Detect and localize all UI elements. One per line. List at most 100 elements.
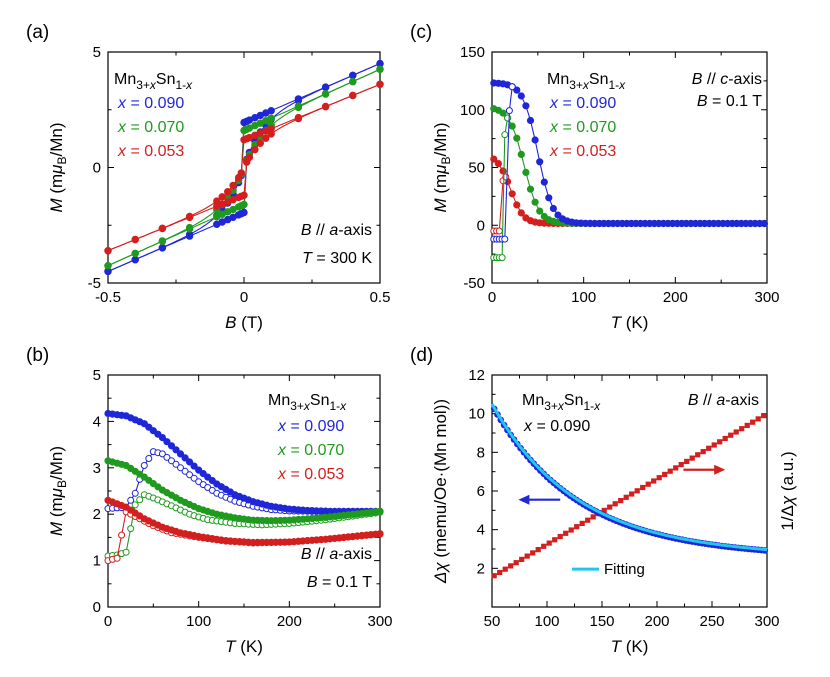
legend-entry: x = 0.090 [549, 95, 616, 112]
arrow-right-icon [714, 464, 726, 475]
fc-point-blue [167, 442, 176, 450]
fc-point-blue [522, 102, 530, 110]
annotation: B // a-axis [301, 222, 372, 239]
inverse-chi-point [623, 494, 629, 500]
zfc-point-blue [168, 457, 175, 465]
fc-point-blue [181, 454, 189, 462]
fc-point-green [513, 134, 521, 142]
inverse-chi-point [497, 569, 503, 576]
zfc-point-blue [172, 460, 180, 468]
data-point-red [321, 103, 330, 111]
inverse-chi-point [508, 563, 514, 569]
zfc-point-green [136, 496, 144, 504]
data-point-red [262, 134, 270, 142]
inverse-chi-point [673, 465, 679, 471]
data-point-red [218, 193, 226, 201]
zfc-point-blue [145, 455, 153, 462]
y-axis-label: M (mμB/Mn) [431, 122, 453, 212]
data-point-blue [349, 71, 357, 80]
inverse-chi-point [524, 553, 530, 559]
x-tick-label: 200 [663, 289, 688, 306]
data-point-red [237, 169, 246, 177]
zfc-point-blue [181, 467, 189, 475]
y-tick-label: 150 [460, 44, 485, 61]
zfc-point-blue [163, 453, 171, 461]
zfc-point-red [118, 531, 126, 539]
inverse-chi-point [563, 530, 569, 536]
inverse-chi-point [607, 504, 613, 510]
x-axis-label: T (K) [225, 637, 263, 656]
x-tick-label: 150 [589, 613, 614, 630]
y-tick-label: 10 [468, 406, 485, 423]
zfc-point-blue [127, 496, 135, 504]
y-tick-label: 100 [460, 102, 485, 119]
inverse-chi-point [717, 439, 723, 445]
inverse-chi-point [612, 501, 618, 507]
fc-point-green [522, 168, 530, 176]
fc-point-blue [186, 458, 194, 466]
inverse-chi-point [695, 452, 701, 458]
data-point-green [158, 237, 167, 245]
inverse-chi-point [733, 429, 739, 435]
annotation: T = 300 K [302, 250, 372, 267]
zfc-point-red [113, 554, 121, 562]
inverse-chi-point [601, 507, 607, 513]
legend-title: Mn3+xSn1-x [522, 392, 601, 413]
fc-point-blue [172, 446, 180, 454]
x-tick-label: 300 [754, 613, 779, 630]
panel-label: (a) [26, 22, 49, 43]
x-axis-label: T (K) [611, 313, 649, 332]
x-tick-label: 200 [277, 613, 302, 630]
legend-entry: x = 0.070 [277, 442, 344, 459]
panel-label: (b) [26, 345, 49, 366]
fc-point-red [513, 201, 521, 209]
inverse-chi-point [552, 537, 558, 543]
legend-entry: x = 0.053 [549, 143, 616, 160]
arrow-left-icon [518, 494, 530, 505]
y-axis-label: Δχ (memu/Oe·(Mn mol)) [431, 399, 450, 584]
zfc-point-blue [177, 464, 184, 472]
inverse-chi-point [568, 527, 574, 533]
fc-point-red [499, 167, 507, 175]
y-tick-label: 50 [468, 160, 485, 177]
fc-point-green [526, 185, 535, 193]
inverse-chi-point [634, 488, 640, 494]
inverse-chi-point [574, 524, 580, 530]
fc-point-green [508, 122, 516, 130]
y-tick-label: 0 [93, 160, 101, 177]
x-tick-label: 200 [644, 613, 669, 630]
inverse-chi-point [640, 484, 646, 491]
y-tick-label: 5 [93, 44, 101, 61]
legend-title: Mn3+xSn1-x [114, 71, 193, 92]
data-point-red [131, 235, 139, 244]
zfc-point-blue [501, 235, 509, 243]
inverse-chi-point [755, 416, 761, 422]
inverse-chi-point [629, 491, 635, 497]
data-point-red [267, 130, 275, 138]
x-tick-label: 0 [240, 289, 248, 306]
data-point-green [321, 90, 330, 98]
data-point-red [349, 91, 357, 100]
y-axis-label: M (mμB/Mn) [47, 122, 69, 212]
fc-point-red [494, 160, 502, 168]
inverse-chi-point [728, 432, 734, 438]
fc-point-green [536, 207, 544, 215]
fc-point-blue [545, 194, 553, 202]
fc-point-green [517, 150, 525, 158]
panel-a: -0.5 0 0.5 -5 0 5 (a) B (T) M (mμB/Mn) Mn3+xSn1-x… [26, 22, 390, 332]
y-tick-label: -50 [463, 275, 485, 292]
zfc-point-green [127, 525, 135, 533]
y-tick-label: 6 [477, 483, 485, 500]
fc-point-blue [540, 178, 548, 186]
inverse-chi-point [590, 514, 596, 520]
x-tick-label: 0 [488, 289, 496, 306]
data-point-green [294, 103, 303, 112]
fc-point-blue [526, 116, 535, 125]
fc-point-blue [176, 450, 185, 458]
annotation: B = 0.1 T [307, 574, 372, 591]
data-point-green [267, 114, 275, 123]
fc-point-red [517, 209, 525, 217]
x-tick-label: 100 [571, 289, 596, 306]
inverse-chi-point [645, 481, 651, 487]
